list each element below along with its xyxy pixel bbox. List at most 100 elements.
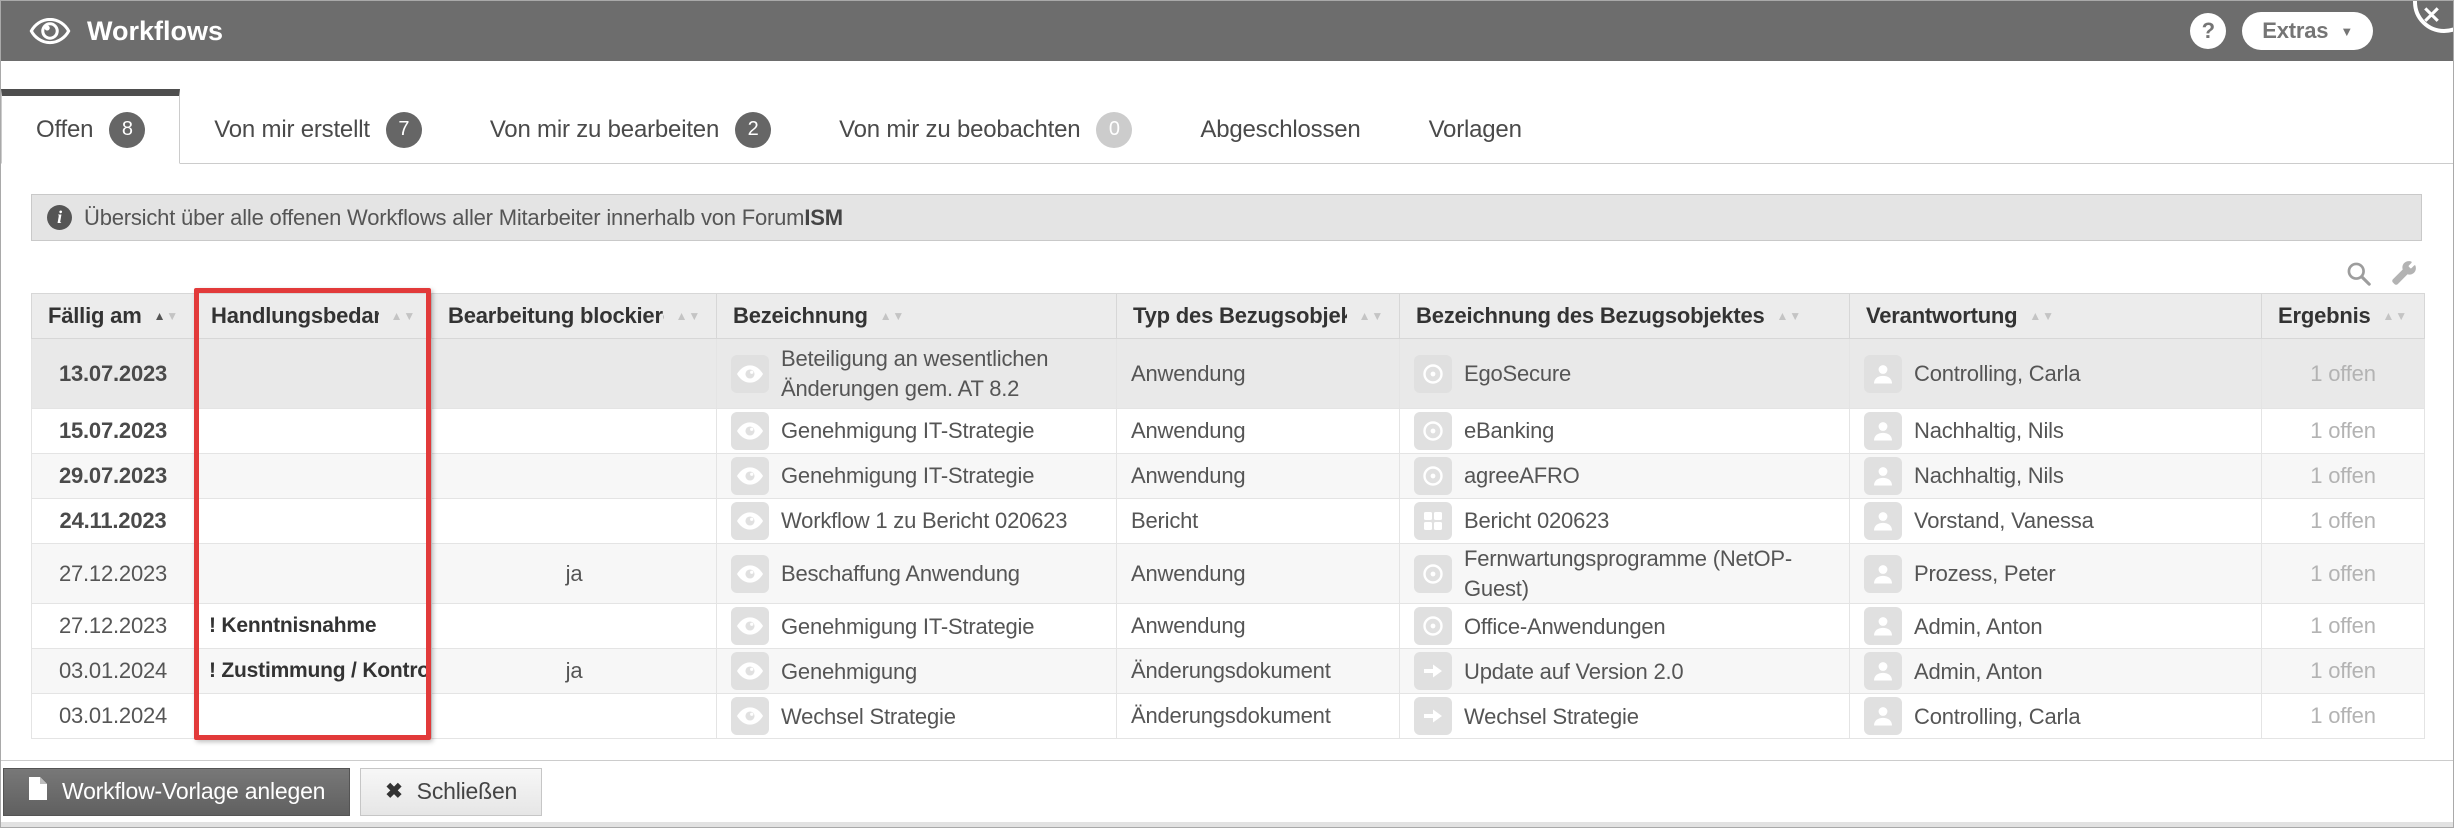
eye-icon bbox=[731, 354, 769, 393]
responsible-cell: Vorstand, Vanessa bbox=[1849, 498, 2262, 544]
window-close-icon[interactable]: ✕ bbox=[2421, 2, 2441, 28]
info-text: Übersicht über alle offenen Workflows al… bbox=[84, 204, 843, 230]
responsible-cell: Nachhaltig, Nils bbox=[1849, 453, 2262, 499]
column-header-verantwortung[interactable]: Verantwortung ▲ ▼ bbox=[1849, 293, 2262, 339]
tab-label: Von mir erstellt bbox=[214, 115, 370, 143]
object-type-cell: Anwendung bbox=[1116, 453, 1400, 499]
blocked-cell: ja bbox=[431, 542, 717, 605]
table-row[interactable]: 15.07.2023 Genehmigung IT-Strategie Anwe… bbox=[31, 408, 2425, 454]
due-date-cell: 13.07.2023 bbox=[31, 338, 195, 409]
result-cell: 1 offen bbox=[2261, 603, 2425, 650]
table-row[interactable]: 29.07.2023 Genehmigung IT-Strategie Anwe… bbox=[31, 453, 2425, 499]
person-icon bbox=[1864, 652, 1902, 691]
table-row[interactable]: 03.01.2024 Wechsel Strategie Änderungsdo… bbox=[31, 693, 2425, 740]
application-disc-icon bbox=[1414, 412, 1452, 450]
close-button[interactable]: ✖ Schließen bbox=[360, 767, 543, 816]
sort-icons: ▲ ▼ bbox=[1776, 309, 1802, 323]
column-header-handlungsbedarf[interactable]: Handlungsbedarf ▲ ▼ bbox=[194, 293, 432, 339]
column-header-fällig-am[interactable]: Fällig am ▲ ▼ bbox=[31, 293, 195, 339]
table-row[interactable]: 03.01.2024 ! Zustimmung / Kontrolle ja G… bbox=[31, 648, 2425, 695]
person-icon bbox=[1864, 412, 1902, 450]
blocked-cell bbox=[431, 498, 717, 544]
tab-count-badge: 7 bbox=[385, 111, 422, 148]
tab-offen[interactable]: Offen 8 bbox=[1, 89, 181, 164]
table-row[interactable]: 13.07.2023 Beteiligung an wesentlichen Ä… bbox=[31, 338, 2425, 409]
eye-icon bbox=[731, 554, 769, 593]
sort-icons: ▲ ▼ bbox=[153, 309, 179, 323]
document-icon bbox=[28, 776, 48, 807]
wrench-settings-icon[interactable] bbox=[2390, 260, 2417, 287]
tab-vorlagen[interactable]: Vorlagen bbox=[1395, 89, 1556, 163]
column-label: Bezeichnung bbox=[733, 303, 868, 328]
eye-icon bbox=[731, 502, 769, 540]
app-header: Workflows ? Extras ▼ ✕ bbox=[1, 1, 2453, 61]
application-disc-icon bbox=[1414, 354, 1452, 393]
column-header-ergebnis[interactable]: Ergebnis ▲ ▼ bbox=[2261, 293, 2425, 339]
tab-label: Offen bbox=[36, 115, 94, 143]
object-name-cell: Update auf Version 2.0 bbox=[1399, 648, 1850, 695]
tab-label: Von mir zu beobachten bbox=[839, 115, 1081, 143]
due-date-cell: 24.11.2023 bbox=[31, 498, 195, 544]
workflow-name-cell: Wechsel Strategie bbox=[716, 693, 1117, 740]
blocked-cell bbox=[431, 338, 717, 409]
column-header-typ-des-bezugsobjektes[interactable]: Typ des Bezugsobjektes ▲▼ bbox=[1116, 293, 1400, 339]
action-needed-cell bbox=[194, 338, 432, 409]
column-label: Bezeichnung des Bezugsobjektes bbox=[1416, 303, 1765, 328]
workflow-name-cell: Genehmigung IT-Strategie bbox=[716, 603, 1117, 650]
application-disc-icon bbox=[1414, 554, 1452, 593]
column-label: Ergebnis bbox=[2278, 303, 2371, 328]
column-header-bezeichnung[interactable]: Bezeichnung ▲ ▼ bbox=[716, 293, 1117, 339]
due-date-cell: 27.12.2023 bbox=[31, 603, 195, 650]
sort-icons: ▲ ▼ bbox=[879, 309, 905, 323]
object-name-cell: agreeAFRO bbox=[1399, 453, 1850, 499]
result-cell: 1 offen bbox=[2261, 408, 2425, 454]
table-header-row: Fällig am ▲ ▼ Handlungsbedarf ▲ ▼ Bearbeit… bbox=[31, 293, 2425, 339]
table-row[interactable]: 24.11.2023 Workflow 1 zu Bericht 020623 … bbox=[31, 498, 2425, 544]
footer-bar: Workflow-Vorlage anlegen ✖ Schließen bbox=[1, 760, 2453, 822]
tab-count-badge: 8 bbox=[109, 111, 146, 148]
tab-label: Vorlagen bbox=[1428, 115, 1522, 143]
eye-logo-icon bbox=[29, 16, 71, 46]
tab-von-mir-zu-beobachten[interactable]: Von mir zu beobachten 0 bbox=[805, 89, 1166, 163]
object-type-cell: Änderungsdokument bbox=[1116, 693, 1400, 740]
tab-von-mir-erstellt[interactable]: Von mir erstellt 7 bbox=[180, 89, 456, 163]
object-type-cell: Anwendung bbox=[1116, 542, 1400, 605]
table-row[interactable]: 27.12.2023 ! Kenntnisnahme Genehmigung I… bbox=[31, 603, 2425, 650]
extras-menu-button[interactable]: Extras ▼ bbox=[2242, 12, 2373, 50]
search-icon[interactable] bbox=[2345, 260, 2372, 287]
sort-icons: ▲ ▼ bbox=[675, 309, 701, 323]
result-cell: 1 offen bbox=[2261, 498, 2425, 544]
action-needed-cell bbox=[194, 408, 432, 454]
tab-von-mir-zu-bearbeiten[interactable]: Von mir zu bearbeiten 2 bbox=[456, 89, 805, 163]
result-cell: 1 offen bbox=[2261, 648, 2425, 695]
tab-count-badge: 0 bbox=[1096, 111, 1133, 148]
column-header-bearbeitung-blockieren[interactable]: Bearbeitung blockieren ▲▼ bbox=[431, 293, 717, 339]
tab-abgeschlossen[interactable]: Abgeschlossen bbox=[1166, 89, 1394, 163]
sort-icons: ▲ ▼ bbox=[390, 309, 416, 323]
column-header-bezeichnung-des-bezugsobjektes[interactable]: Bezeichnung des Bezugsobjektes ▲ ▼ bbox=[1399, 293, 1850, 339]
result-cell: 1 offen bbox=[2261, 693, 2425, 740]
column-label: Bearbeitung blockieren bbox=[448, 303, 664, 328]
sort-icons: ▲ ▼ bbox=[2029, 309, 2054, 323]
responsible-cell: Prozess, Peter bbox=[1849, 542, 2262, 605]
window-bottom-edge bbox=[1, 822, 2453, 827]
action-needed-cell bbox=[194, 542, 432, 605]
sort-icons: ▲ ▼ bbox=[2382, 309, 2408, 323]
tab-label: Von mir zu bearbeiten bbox=[489, 115, 720, 143]
blocked-cell bbox=[431, 453, 717, 499]
object-name-cell: EgoSecure bbox=[1399, 338, 1850, 409]
help-button[interactable]: ? bbox=[2190, 13, 2227, 49]
object-name-cell: Office-Anwendungen bbox=[1399, 603, 1850, 650]
blocked-cell: ja bbox=[431, 648, 717, 695]
action-needed-cell bbox=[194, 453, 432, 499]
create-workflow-template-button[interactable]: Workflow-Vorlage anlegen bbox=[3, 767, 351, 816]
table-row[interactable]: 27.12.2023 ja Beschaffung Anwendung Anwe… bbox=[31, 542, 2425, 605]
due-date-cell: 27.12.2023 bbox=[31, 542, 195, 605]
due-date-cell: 29.07.2023 bbox=[31, 453, 195, 499]
chevron-down-icon: ▼ bbox=[2340, 23, 2353, 39]
table-body: 13.07.2023 Beteiligung an wesentlichen Ä… bbox=[31, 338, 2425, 740]
due-date-cell: 15.07.2023 bbox=[31, 408, 195, 454]
action-needed-cell bbox=[194, 693, 432, 740]
report-grid-icon bbox=[1414, 502, 1452, 540]
